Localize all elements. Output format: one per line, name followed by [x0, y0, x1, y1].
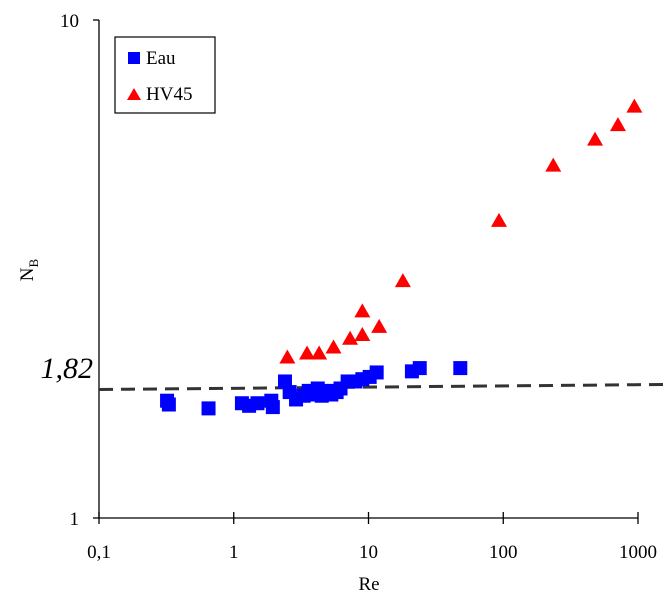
legend-marker-hv45: [127, 88, 141, 100]
y-axis-ticks: 1 10: [60, 11, 99, 530]
data-point-hv45: [491, 212, 508, 227]
data-point-hv45: [609, 117, 626, 132]
data-point-eau: [161, 397, 176, 412]
data-point-eau: [250, 396, 265, 411]
legend-box: [114, 36, 216, 114]
data-point-eau: [369, 365, 384, 380]
data-point-hv45: [311, 345, 328, 360]
x-axis-title: Re: [358, 574, 379, 595]
data-point-eau: [453, 361, 468, 376]
data-point-eau: [412, 361, 427, 376]
data-point-hv45: [325, 339, 342, 354]
data-point-eau: [201, 401, 216, 416]
x-axis-ticks: 0,1 1 10 100 1000: [87, 512, 657, 563]
legend-marker-eau: [128, 52, 140, 64]
x-tick-label: 1000: [619, 542, 657, 563]
data-marks: [160, 98, 643, 416]
x-tick-label: 0,1: [87, 542, 111, 563]
data-point-hv45: [354, 327, 371, 342]
data-point-hv45: [279, 349, 296, 364]
data-point-hv45: [545, 157, 562, 172]
reference-line: [98, 382, 663, 391]
data-point-hv45: [626, 98, 643, 113]
x-tick-label: 1: [229, 542, 239, 563]
legend-label-hv45: HV45: [146, 84, 192, 105]
data-point-eau: [277, 374, 292, 389]
x-tick-label: 100: [489, 542, 518, 563]
data-point-hv45: [299, 345, 316, 360]
reference-line-label: 1,82: [41, 352, 94, 385]
y-tick-label: 10: [60, 11, 79, 32]
data-point-hv45: [587, 131, 604, 146]
legend: Eau HV45: [114, 36, 216, 114]
y-axis-title: NB: [17, 258, 41, 281]
data-point-hv45: [354, 303, 371, 318]
data-point-hv45: [394, 273, 411, 288]
y-axis-title-main: N: [17, 267, 38, 281]
legend-label-eau: Eau: [146, 48, 176, 69]
data-point-hv45: [342, 330, 359, 345]
x-tick-label: 10: [359, 542, 378, 563]
reference-line-layer: [98, 382, 663, 391]
data-point-eau: [265, 400, 280, 415]
y-axis-title-subscript: B: [26, 258, 41, 267]
data-point-hv45: [371, 318, 388, 333]
y-tick-label: 1: [70, 509, 80, 530]
y-axis-title-group: NB: [17, 258, 41, 281]
